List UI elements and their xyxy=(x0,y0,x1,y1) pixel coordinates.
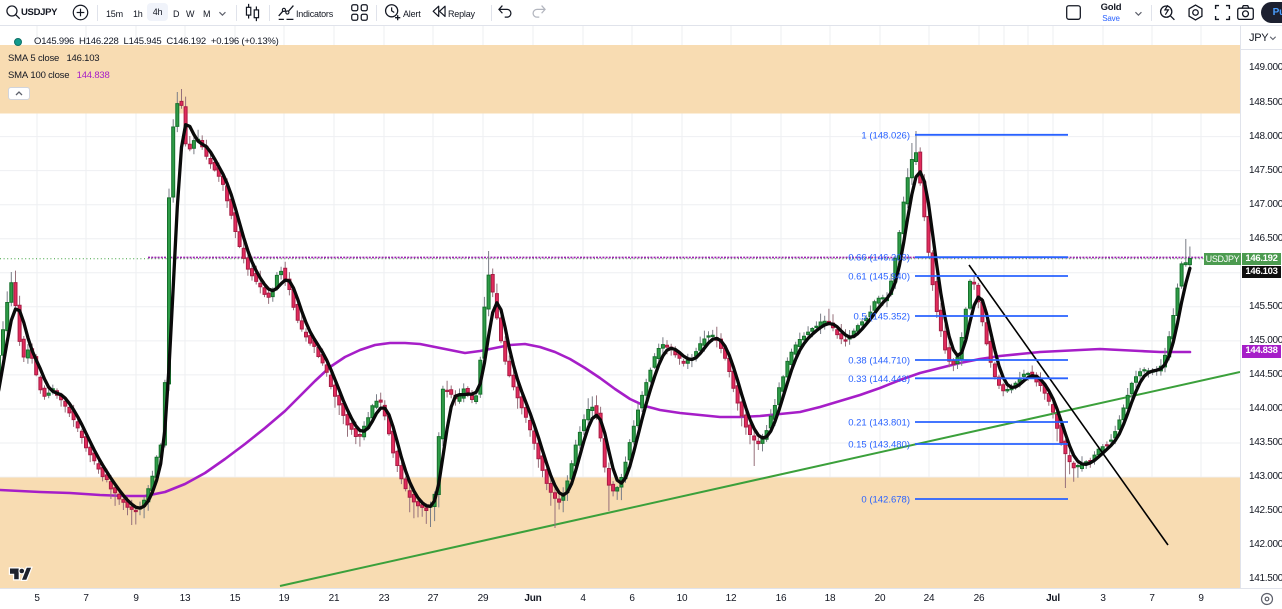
svg-text:0 (142.678): 0 (142.678) xyxy=(861,495,910,506)
svg-text:0.66 (146.203): 0.66 (146.203) xyxy=(848,253,910,264)
svg-text:0.21 (143.801): 0.21 (143.801) xyxy=(848,418,910,429)
svg-text:0.61 (145.940): 0.61 (145.940) xyxy=(848,272,910,283)
svg-text:0.5 (145.352): 0.5 (145.352) xyxy=(853,312,910,323)
svg-text:0.33 (144.443): 0.33 (144.443) xyxy=(848,374,910,385)
svg-text:0.15 (143.480): 0.15 (143.480) xyxy=(848,440,910,451)
svg-text:0.38 (144.710): 0.38 (144.710) xyxy=(848,356,910,367)
svg-text:1 (148.026): 1 (148.026) xyxy=(861,130,910,141)
